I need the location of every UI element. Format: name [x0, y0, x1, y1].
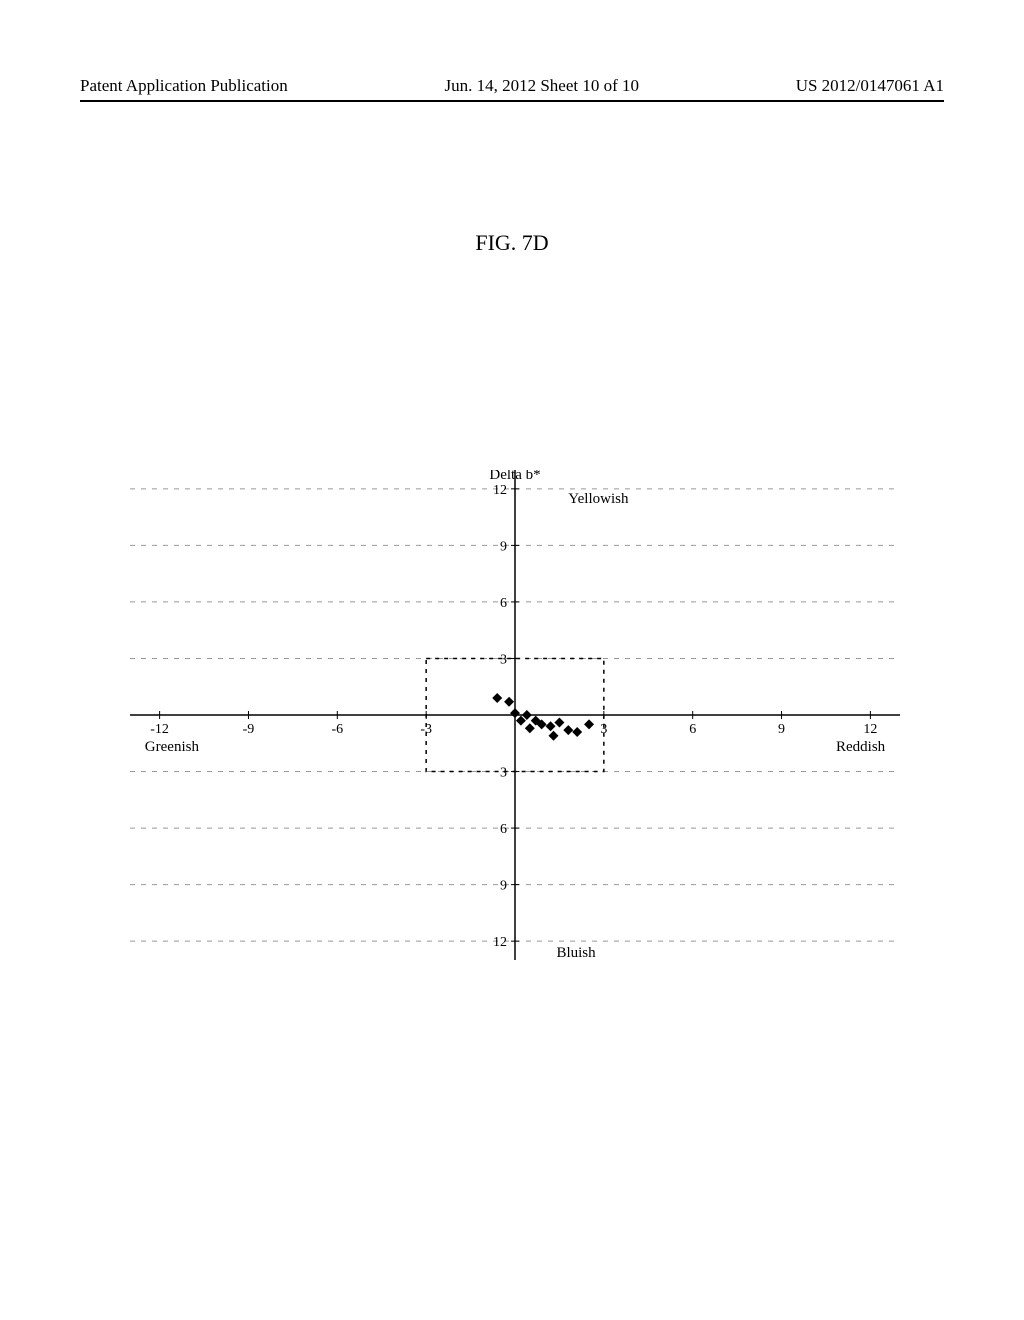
figure-title: FIG. 7D — [475, 230, 548, 256]
y-tick-label: 9 — [500, 539, 507, 554]
data-point — [546, 721, 556, 731]
header-left: Patent Application Publication — [80, 76, 288, 96]
x-tick-label: -9 — [243, 722, 255, 737]
header-right: US 2012/0147061 A1 — [796, 76, 944, 96]
y-tick-label: 9 — [500, 879, 507, 894]
data-point — [510, 708, 520, 718]
page-header: Patent Application Publication Jun. 14, … — [0, 76, 1024, 100]
x-tick-label: 6 — [689, 722, 696, 737]
label-yellowish: Yellowish — [568, 491, 629, 507]
y-tick-label: 3 — [500, 766, 507, 781]
data-point — [554, 718, 564, 728]
data-point — [584, 719, 594, 729]
chart-svg: -12-9-6-3369123691236912Delta b*Yellowis… — [130, 470, 900, 960]
label-reddish: Reddish — [836, 739, 886, 755]
data-point — [504, 697, 514, 707]
header-divider — [80, 100, 944, 102]
data-point — [563, 725, 573, 735]
data-point — [572, 727, 582, 737]
y-tick-label: 3 — [500, 652, 507, 667]
header-center: Jun. 14, 2012 Sheet 10 of 10 — [444, 76, 639, 96]
x-tick-label: -12 — [150, 722, 169, 737]
data-point — [492, 693, 502, 703]
x-tick-label: -6 — [331, 722, 343, 737]
y-tick-label: 12 — [493, 483, 507, 498]
x-tick-label: -3 — [420, 722, 432, 737]
y-tick-label: 12 — [493, 935, 507, 950]
y-axis-title: Delta b* — [489, 470, 540, 483]
scatter-chart: -12-9-6-3369123691236912Delta b*Yellowis… — [130, 470, 900, 960]
label-bluish: Bluish — [556, 945, 596, 960]
x-tick-label: 9 — [778, 722, 785, 737]
data-point — [525, 723, 535, 733]
y-tick-label: 6 — [500, 596, 507, 611]
label-greenish: Greenish — [145, 739, 200, 755]
x-tick-label: 3 — [600, 722, 607, 737]
y-tick-label: 6 — [500, 822, 507, 837]
data-point — [549, 731, 559, 741]
x-tick-label: 12 — [863, 722, 877, 737]
